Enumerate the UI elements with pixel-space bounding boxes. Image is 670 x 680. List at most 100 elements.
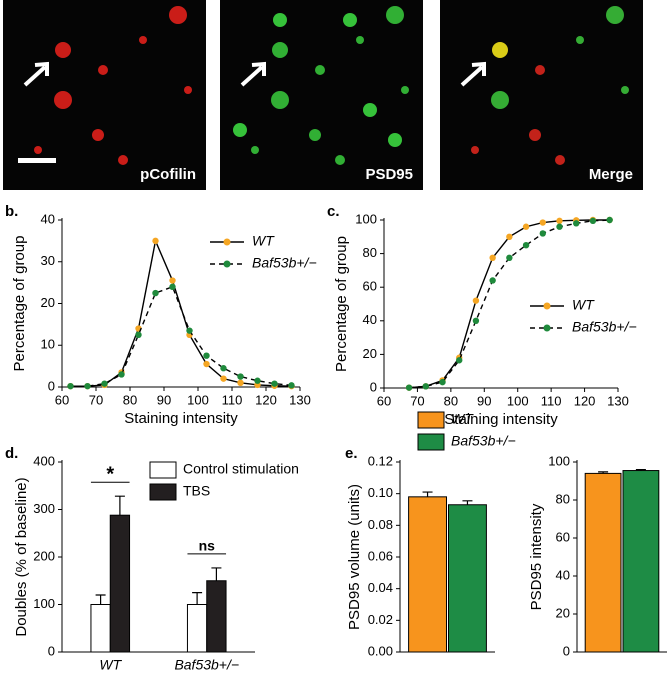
legend-swatch xyxy=(417,433,445,451)
bar xyxy=(408,496,448,653)
data-point xyxy=(152,289,159,297)
bar xyxy=(90,604,111,653)
puncta xyxy=(139,36,147,44)
x-tick-label: 70 xyxy=(89,392,103,407)
y-axis-label: PSD95 intensity xyxy=(528,503,545,610)
x-tick-label: 80 xyxy=(123,392,137,407)
data-point xyxy=(203,360,210,368)
y-tick-label: 80 xyxy=(363,245,377,260)
image-label: PSD95 xyxy=(365,166,413,183)
legend-marker xyxy=(223,238,231,246)
legend-label: Baf53b+/− xyxy=(451,433,516,449)
puncta xyxy=(315,65,325,75)
legend-marker xyxy=(543,302,551,310)
data-point xyxy=(489,277,496,284)
x-tick-label: 80 xyxy=(444,393,458,408)
data-point xyxy=(186,327,193,334)
arrow xyxy=(23,61,49,87)
data-point xyxy=(506,254,513,261)
puncta xyxy=(363,103,377,117)
y-tick-label: 30 xyxy=(41,253,55,268)
data-point xyxy=(101,380,108,387)
data-point xyxy=(539,230,546,237)
data-point xyxy=(271,380,278,387)
bar xyxy=(206,580,227,653)
legend-label: WT xyxy=(252,233,275,249)
y-tick-label: 20 xyxy=(556,605,570,620)
puncta xyxy=(54,91,72,109)
data-point xyxy=(237,373,244,380)
legend-marker xyxy=(543,324,551,332)
data-point xyxy=(220,365,227,372)
puncta xyxy=(386,6,404,24)
y-tick-label: 300 xyxy=(33,501,55,516)
x-tick-label: Baf53b+/− xyxy=(174,657,239,673)
y-tick-label: 0.04 xyxy=(368,580,393,595)
image-label: pCofilin xyxy=(140,166,196,183)
data-point xyxy=(152,237,159,245)
puncta xyxy=(34,146,42,154)
data-point xyxy=(522,242,530,249)
x-tick-label: 90 xyxy=(477,393,491,408)
puncta xyxy=(251,146,259,154)
bar xyxy=(584,472,622,653)
puncta xyxy=(621,86,629,94)
puncta xyxy=(555,155,565,165)
y-tick-label: 10 xyxy=(41,337,55,352)
puncta xyxy=(356,36,364,44)
y-tick-label: 60 xyxy=(363,279,377,294)
y-tick-label: 40 xyxy=(556,567,570,582)
data-point xyxy=(220,375,227,382)
x-tick-label: 100 xyxy=(507,393,529,408)
y-axis-label: Percentage of group xyxy=(333,236,350,372)
y-axis-label: Doubles (% of baseline) xyxy=(13,477,30,636)
y-tick-label: 40 xyxy=(363,312,377,327)
puncta xyxy=(271,91,289,109)
puncta xyxy=(98,65,108,75)
puncta xyxy=(335,155,345,165)
data-point xyxy=(556,217,563,225)
scale-bar xyxy=(18,158,56,163)
data-point xyxy=(573,220,580,227)
puncta xyxy=(169,6,187,24)
x-tick-label: 60 xyxy=(377,393,391,408)
panel-label: b. xyxy=(5,203,18,220)
y-tick-label: 0 xyxy=(48,643,55,658)
legend-label: TBS xyxy=(183,483,210,499)
puncta xyxy=(184,86,192,94)
image-label: Merge xyxy=(589,166,633,183)
data-point xyxy=(522,223,530,230)
legend-label: WT xyxy=(451,411,474,427)
series-line xyxy=(70,285,292,387)
data-point xyxy=(237,379,244,387)
x-tick-label: 110 xyxy=(222,392,243,407)
data-point xyxy=(169,283,176,290)
data-point xyxy=(254,377,261,384)
y-tick-label: 20 xyxy=(363,346,377,361)
legend-label: Baf53b+/− xyxy=(252,255,317,271)
y-tick-label: 200 xyxy=(33,548,55,563)
puncta xyxy=(471,146,479,154)
data-point xyxy=(589,217,597,225)
data-point xyxy=(556,223,563,230)
data-point xyxy=(84,382,91,390)
y-tick-label: 0 xyxy=(563,643,570,658)
y-tick-label: 0 xyxy=(370,379,377,394)
puncta xyxy=(606,6,624,24)
bar xyxy=(448,504,487,653)
data-point xyxy=(539,219,546,226)
puncta xyxy=(92,129,104,141)
data-point xyxy=(606,216,613,224)
data-point xyxy=(203,352,210,359)
micrograph xyxy=(440,0,643,190)
legend-swatch xyxy=(417,411,445,429)
y-tick-label: 400 xyxy=(33,453,55,468)
x-tick-label: 70 xyxy=(410,393,424,408)
arrow xyxy=(460,61,486,87)
arrow xyxy=(240,61,266,87)
puncta xyxy=(529,129,541,141)
x-axis-label: Staining intensity xyxy=(444,411,558,428)
data-point xyxy=(489,254,496,261)
legend-label: WT xyxy=(572,297,595,313)
